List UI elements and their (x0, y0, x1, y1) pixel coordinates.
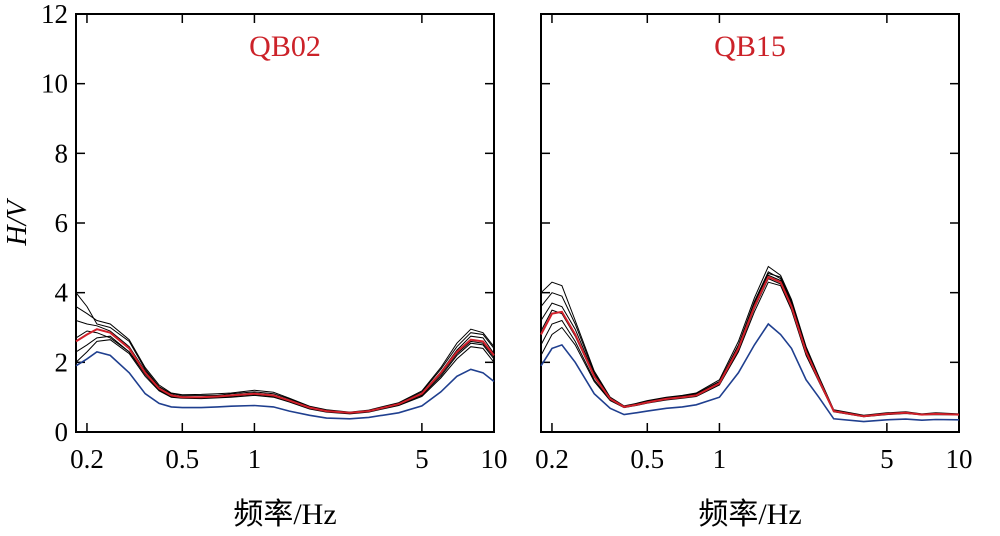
x-axis-title: 频率/Hz (698, 498, 801, 531)
plot-frame (540, 13, 960, 433)
series-line-run-6 (540, 272, 960, 417)
x-tick-label: 1 (248, 444, 262, 474)
y-tick-label: 8 (55, 138, 69, 168)
series-line-low-1 (75, 351, 495, 420)
x-axis-title: 频率/Hz (233, 498, 336, 531)
y-tick-label: 0 (55, 417, 69, 447)
y-tick-label: 4 (55, 278, 69, 308)
panel-title: QB15 (714, 30, 786, 63)
series-line-mean-0 (540, 275, 960, 418)
x-tick-label: 10 (481, 444, 508, 474)
x-tick-label: 5 (415, 444, 429, 474)
y-tick-label: 2 (55, 347, 69, 377)
x-tick-label: 5 (880, 444, 894, 474)
panel-title: QB02 (249, 30, 321, 63)
x-tick-label: 0.5 (165, 444, 199, 474)
series-line-mean-0 (75, 328, 495, 414)
x-tick-label: 0.2 (70, 444, 104, 474)
series-line-run-2 (75, 292, 495, 414)
x-tick-label: 0.5 (630, 444, 664, 474)
series-line-run-7 (540, 274, 960, 417)
y-tick-label: 6 (55, 208, 69, 238)
series-line-run-4 (540, 281, 960, 418)
x-tick-label: 10 (946, 444, 973, 474)
series-line-run-3 (540, 271, 960, 417)
series-line-low-1 (540, 322, 960, 423)
series-line-run-5 (540, 278, 960, 417)
series-line-run-4 (75, 335, 495, 415)
series-line-run-6 (75, 306, 495, 413)
y-tick-label: 10 (41, 69, 68, 99)
y-tick-label: 12 (41, 0, 68, 29)
chart-panel-qb15: 0.2 0.5 1 5 10 QB15 频率/Hz (535, 13, 973, 531)
chart-panel-qb02: 0 2 4 6 8 10 12 0.2 0.5 1 5 10 QB02 频率/Hz H/V (2, 0, 508, 531)
x-tick-label: 0.2 (535, 444, 569, 474)
y-axis-title: H/V (2, 198, 33, 247)
x-tick-label: 1 (713, 444, 727, 474)
series-line-run-5 (75, 339, 495, 415)
plot-frame (75, 13, 495, 433)
